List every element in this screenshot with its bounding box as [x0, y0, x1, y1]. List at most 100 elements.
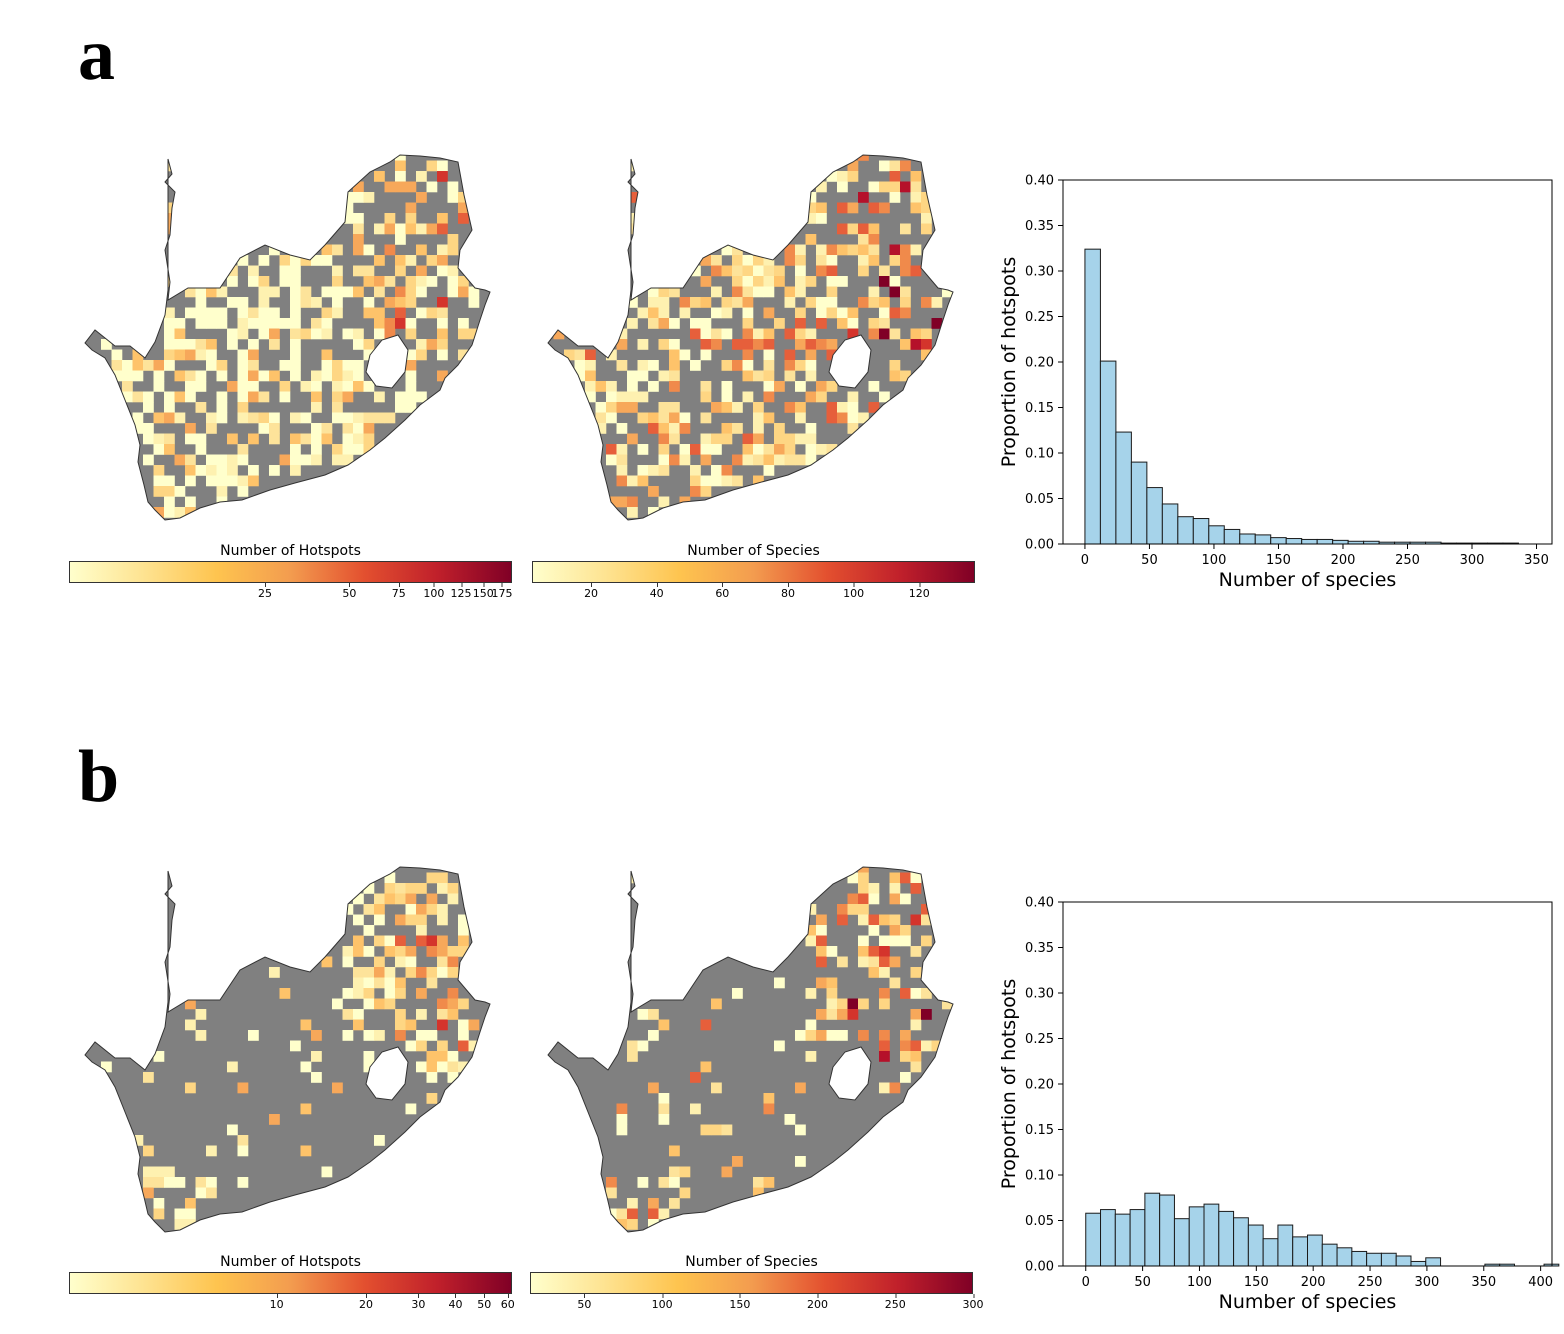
- map-cell: [658, 1019, 670, 1031]
- map-cell: [721, 433, 733, 445]
- map-cell: [437, 223, 448, 235]
- map-cell: [868, 967, 880, 978]
- map-cell: [700, 381, 712, 392]
- map-cell: [321, 255, 333, 266]
- map-cell: [858, 234, 869, 245]
- map-cell: [206, 286, 217, 298]
- map-cell: [311, 297, 322, 308]
- map-cell: [889, 192, 901, 203]
- map-cell: [363, 988, 375, 999]
- map-cell: [847, 307, 859, 319]
- map-cell: [384, 412, 396, 424]
- map-cell: [269, 328, 280, 340]
- map-cell: [616, 475, 628, 487]
- map-cell: [879, 946, 890, 957]
- map-cell: [795, 328, 806, 340]
- map-cell: [374, 171, 385, 182]
- map-cell: [700, 475, 712, 487]
- map-land: [85, 867, 490, 1232]
- map-cell: [342, 370, 354, 382]
- map-cell: [627, 1208, 638, 1220]
- map-cell: [889, 935, 901, 947]
- map-cell: [826, 444, 838, 455]
- map-cell: [269, 465, 280, 476]
- map-cell: [816, 244, 827, 256]
- map-cell: [332, 391, 343, 403]
- map-cell: [900, 1030, 911, 1041]
- map-cell: [753, 370, 764, 382]
- map-cell: [363, 349, 375, 361]
- map-cell: [426, 276, 438, 287]
- map-cell: [858, 883, 869, 894]
- map-cell: [795, 244, 806, 256]
- map-cell: [164, 496, 175, 508]
- map-cell: [700, 433, 712, 445]
- map-cell: [658, 318, 670, 329]
- y-tick-label: 0.10: [1025, 1169, 1054, 1184]
- map-cell: [921, 904, 932, 915]
- y-tick-label: 0.00: [1025, 1260, 1054, 1275]
- map-cell: [458, 192, 469, 203]
- map-cell: [732, 244, 743, 256]
- map-cell: [353, 339, 364, 350]
- map-cell: [101, 1061, 112, 1073]
- colorbar-tick: 200: [807, 1294, 829, 1311]
- map-cell: [700, 1124, 712, 1136]
- map-cell: [658, 370, 670, 382]
- colorbar-b-species-title: Number of Species: [685, 1254, 818, 1270]
- map-cell: [468, 297, 480, 308]
- map-cell: [700, 297, 712, 308]
- map-cell: [363, 444, 375, 455]
- map-cell: [416, 265, 427, 277]
- x-tick-label: 400: [1528, 1275, 1553, 1290]
- map-cell: [353, 1019, 364, 1031]
- map-cell: [353, 381, 364, 392]
- lesotho-hole: [828, 1046, 872, 1101]
- map-cell: [395, 297, 406, 308]
- map-cell: [889, 286, 901, 298]
- map-cell: [795, 433, 806, 445]
- map-cell: [174, 370, 186, 382]
- map-cell: [658, 339, 670, 350]
- colorbar-tick: 10: [269, 1294, 284, 1311]
- map-cell: [879, 160, 890, 172]
- histogram-bar: [1336, 1247, 1353, 1267]
- map-cell: [384, 883, 396, 894]
- map-cell: [616, 454, 628, 466]
- map-cell: [374, 1030, 385, 1041]
- map-cell: [721, 423, 733, 434]
- histogram-bar: [1177, 516, 1194, 545]
- map-cell: [258, 412, 270, 424]
- map-cell: [795, 265, 806, 277]
- map-cell: [426, 1051, 438, 1062]
- map-cell: [416, 1030, 427, 1041]
- map-cell: [858, 998, 869, 1010]
- map-cell: [900, 925, 911, 936]
- map-cell: [690, 475, 701, 487]
- map-cell: [690, 328, 701, 340]
- map-cell: [858, 297, 869, 308]
- map-cell: [363, 412, 375, 424]
- map-cell: [921, 192, 932, 203]
- map-cell: [847, 202, 859, 214]
- map-cell: [816, 914, 827, 926]
- map-cell: [195, 433, 207, 445]
- map-cell: [426, 904, 438, 915]
- map-cell: [868, 883, 880, 894]
- map-cell: [826, 276, 838, 287]
- colorbar-tick: 100: [423, 583, 445, 600]
- map-cell: [416, 988, 427, 999]
- map-cell: [395, 160, 406, 172]
- map-cell: [143, 391, 154, 403]
- map-cell: [658, 454, 670, 466]
- map-cell: [216, 370, 228, 382]
- map-cell: [879, 1040, 890, 1052]
- map-cell: [185, 307, 196, 319]
- map-cell: [269, 412, 280, 424]
- map-cell: [763, 391, 775, 403]
- map-cell: [774, 423, 785, 434]
- map-cell: [616, 391, 628, 403]
- map-cell: [742, 276, 754, 287]
- map-cell: [290, 454, 301, 466]
- map-cell: [931, 318, 943, 329]
